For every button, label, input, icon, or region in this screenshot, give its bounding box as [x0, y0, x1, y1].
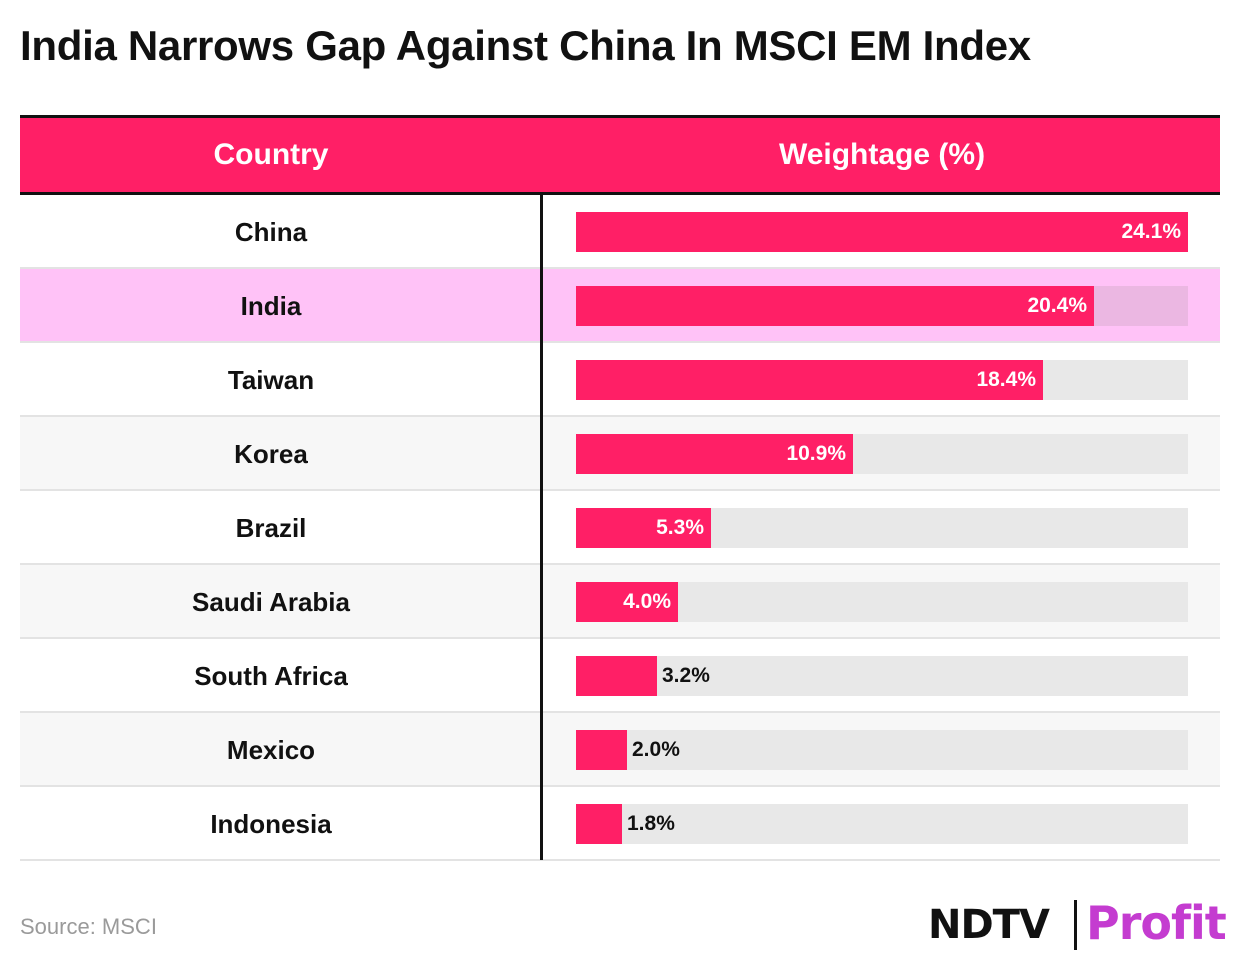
logo-separator [1074, 900, 1077, 950]
table-row: South Africa 3.2% [20, 639, 1220, 713]
bar-brazil [576, 508, 711, 548]
country-label: South Africa [194, 661, 348, 691]
bar-korea [576, 434, 853, 474]
bar-taiwan [576, 360, 1043, 400]
bar-china [576, 212, 1188, 252]
bar-track: 3.2% [576, 656, 1188, 696]
bar-indonesia [576, 804, 622, 844]
bar-india [576, 286, 1094, 326]
bar-track: 18.4% [576, 360, 1188, 400]
table-row: Mexico 2.0% [20, 713, 1220, 787]
value-label: 24.1% [1121, 220, 1181, 243]
header-country: Country [213, 138, 329, 171]
bar-track: 20.4% [576, 286, 1188, 326]
bar-track: 4.0% [576, 582, 1188, 622]
value-label: 2.0% [632, 738, 680, 761]
chart-rows: China 24.1% India 20.4% Taiwan 18.4% Korea 10.9… [20, 195, 1220, 861]
bar-track: 2.0% [576, 730, 1188, 770]
value-label: 3.2% [662, 664, 710, 687]
country-label: Taiwan [227, 365, 315, 395]
column-divider [540, 195, 543, 860]
ndtv-profit-logo: NDTV Profit [928, 896, 1227, 956]
country-label: Brazil [235, 513, 307, 543]
bar-track: 5.3% [576, 508, 1188, 548]
bar-saudi-arabia [576, 582, 678, 622]
country-label: India [240, 291, 302, 321]
value-label: 20.4% [1027, 294, 1087, 317]
bar-track: 24.1% [576, 212, 1188, 252]
header-weightage: Weightage (%) [778, 138, 986, 171]
country-label: Mexico [226, 735, 316, 765]
bar-south-africa [576, 656, 657, 696]
table-row: India 20.4% [20, 269, 1220, 343]
table-row: Korea 10.9% [20, 417, 1220, 491]
value-label: 1.8% [627, 812, 675, 835]
value-label: 4.0% [623, 590, 671, 613]
bar-track: 10.9% [576, 434, 1188, 474]
table-header: Country Weightage (%) [20, 118, 1220, 195]
chart-title: India Narrows Gap Against China In MSCI … [20, 22, 1031, 69]
country-label: China [234, 217, 308, 247]
bar-track: 1.8% [576, 804, 1188, 844]
table-row: Saudi Arabia 4.0% [20, 565, 1220, 639]
logo-ndtv-text: NDTV [928, 902, 1050, 948]
logo-profit-text: Profit [1086, 896, 1227, 950]
value-label: 5.3% [656, 516, 704, 539]
table-row: Taiwan 18.4% [20, 343, 1220, 417]
country-label: Saudi Arabia [192, 587, 350, 617]
bar-mexico [576, 730, 627, 770]
top-rule [20, 115, 1220, 118]
value-label: 10.9% [786, 442, 846, 465]
table-row: Indonesia 1.8% [20, 787, 1220, 861]
value-label: 18.4% [976, 368, 1036, 391]
country-label: Indonesia [210, 809, 332, 839]
country-label: Korea [234, 439, 308, 469]
table-row: China 24.1% [20, 195, 1220, 269]
source-note: Source: MSCI [20, 914, 157, 939]
table-row: Brazil 5.3% [20, 491, 1220, 565]
